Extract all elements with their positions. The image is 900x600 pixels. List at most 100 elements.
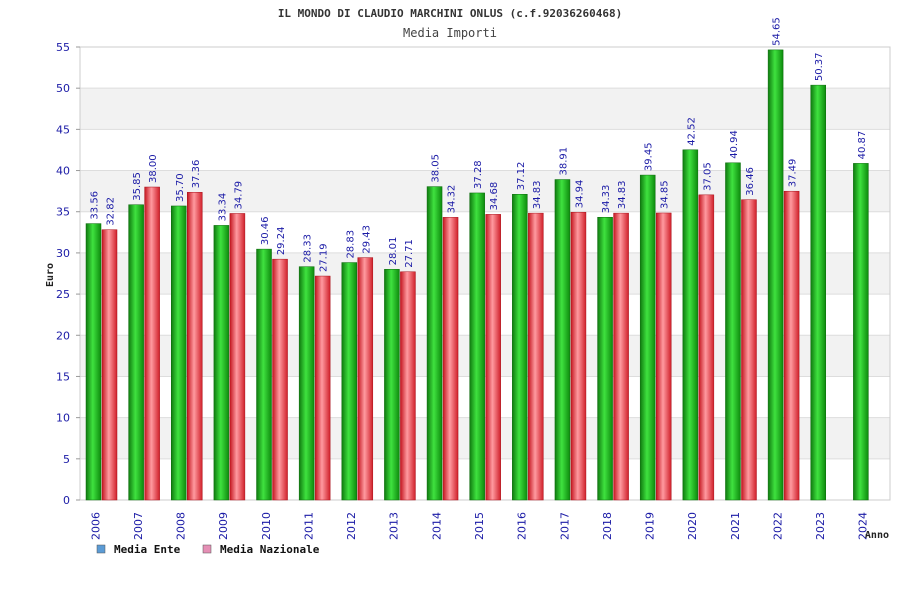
bar-media-nazionale (272, 258, 288, 501)
y-tick-label: 25 (56, 288, 70, 301)
bar-media-ente (341, 262, 358, 501)
value-label-media-nazionale: 34.32 (447, 185, 458, 214)
value-label-media-nazionale: 37.36 (191, 160, 202, 189)
bar-media-nazionale (528, 212, 544, 501)
value-label-media-nazionale: 34.68 (489, 182, 500, 211)
value-label-media-nazionale: 27.19 (319, 243, 330, 272)
value-label-media-ente: 30.46 (260, 216, 271, 245)
bar-media-nazionale (570, 211, 587, 501)
legend-swatch-media-ente (96, 544, 106, 554)
value-label-media-nazionale: 27.71 (404, 239, 415, 268)
bar-media-nazionale (655, 212, 672, 501)
x-tick-label: 2011 (302, 512, 315, 540)
x-tick-label: 2021 (729, 512, 742, 540)
value-label-media-ente: 38.91 (558, 147, 569, 176)
value-label-media-ente: 33.56 (90, 191, 101, 220)
x-tick-label: 2012 (345, 512, 358, 540)
y-axis: 0 5 10 15 20 25 30 35 40 45 50 55 (56, 41, 80, 507)
y-tick-label: 10 (56, 412, 70, 425)
value-label-media-ente: 37.28 (473, 160, 484, 189)
legend-label-media-ente: Media Ente (114, 543, 181, 556)
x-tick-label: 2006 (89, 512, 102, 540)
bar-media-ente (682, 149, 699, 501)
x-tick-label: 2009 (217, 512, 230, 540)
y-tick-label: 40 (56, 165, 70, 178)
value-label-media-ente: 28.01 (388, 237, 399, 266)
value-label-media-nazionale: 37.05 (702, 162, 713, 191)
value-label-media-nazionale: 37.49 (788, 159, 799, 188)
value-label-media-ente: 50.37 (814, 52, 825, 81)
bar-media-ente (384, 269, 400, 501)
legend-swatch-media-nazionale (202, 544, 212, 554)
value-label-media-ente: 54.65 (772, 17, 783, 46)
bar-media-ente (426, 186, 443, 501)
value-label-media-nazionale: 34.83 (532, 180, 543, 209)
x-tick-label: 2013 (388, 512, 401, 540)
bar-media-nazionale (187, 192, 203, 501)
bar-media-ente (85, 223, 102, 501)
bar-media-ente (810, 84, 826, 501)
y-tick-label: 45 (56, 123, 70, 136)
x-tick-label: 2015 (473, 512, 486, 540)
bar-media-ente (128, 204, 144, 501)
bar-media-ente (554, 179, 571, 501)
bar-media-ente (298, 266, 315, 501)
value-label-media-ente: 35.85 (132, 172, 143, 201)
bar-media-nazionale (698, 194, 715, 501)
y-tick-label: 20 (56, 329, 70, 342)
x-tick-label: 2016 (516, 512, 529, 540)
x-tick-label: 2018 (601, 512, 614, 540)
y-tick-label: 15 (56, 370, 70, 383)
y-tick-label: 55 (56, 41, 70, 54)
y-axis-title: Euro (45, 263, 56, 287)
x-axis-title: Anno (865, 530, 889, 541)
grid-band (80, 88, 890, 130)
bar-media-nazionale (613, 212, 629, 501)
value-label-media-ente: 35.70 (175, 173, 186, 202)
x-tick-label: 2010 (260, 512, 273, 540)
value-label-media-ente: 40.87 (857, 131, 868, 160)
x-tick-label: 2022 (771, 512, 784, 540)
bar-media-ente (597, 216, 613, 501)
x-tick-label: 2023 (814, 512, 827, 540)
bar-media-ente (853, 163, 869, 501)
y-tick-label: 5 (63, 453, 70, 466)
value-label-media-ente: 42.52 (686, 117, 697, 146)
y-tick-label: 50 (56, 82, 70, 95)
y-tick-label: 35 (56, 206, 70, 219)
value-label-media-ente: 38.05 (431, 154, 442, 183)
value-label-media-nazionale: 32.82 (106, 197, 117, 226)
legend-label-media-nazionale: Media Nazionale (220, 543, 320, 556)
value-label-media-nazionale: 29.43 (361, 225, 372, 254)
x-tick-label: 2017 (558, 512, 571, 540)
bar-media-nazionale (485, 214, 501, 501)
bar-media-nazionale (400, 271, 416, 501)
value-label-media-nazionale: 34.85 (660, 180, 671, 209)
bar-media-nazionale (442, 217, 459, 501)
chart-subtitle: Media Importi (403, 26, 497, 40)
x-tick-label: 2019 (644, 512, 657, 540)
bar-media-ente (639, 174, 656, 501)
value-label-media-ente: 40.94 (729, 130, 740, 159)
value-label-media-ente: 34.33 (601, 185, 612, 214)
bar-media-ente (256, 248, 272, 501)
bars (85, 49, 869, 501)
bar-media-ente (213, 225, 230, 501)
bar-media-nazionale (144, 186, 160, 501)
value-label-media-ente: 37.12 (516, 162, 527, 191)
bar-media-nazionale (357, 257, 374, 501)
bar-media-nazionale (101, 229, 118, 501)
bar-media-nazionale (783, 190, 800, 501)
plot-area (79, 46, 891, 501)
bar-media-nazionale (229, 213, 246, 501)
bar-media-ente (767, 49, 784, 501)
value-label-media-nazionale: 34.83 (617, 180, 628, 209)
value-label-media-nazionale: 36.46 (745, 167, 756, 196)
x-tick-label: 2014 (430, 512, 443, 540)
bar-media-nazionale (314, 275, 331, 501)
bar-media-ente (171, 205, 187, 501)
bar-media-nazionale (741, 199, 757, 501)
legend: Media Ente Media Nazionale (96, 543, 320, 556)
chart-title: IL MONDO DI CLAUDIO MARCHINI ONLUS (c.f.… (278, 7, 622, 20)
